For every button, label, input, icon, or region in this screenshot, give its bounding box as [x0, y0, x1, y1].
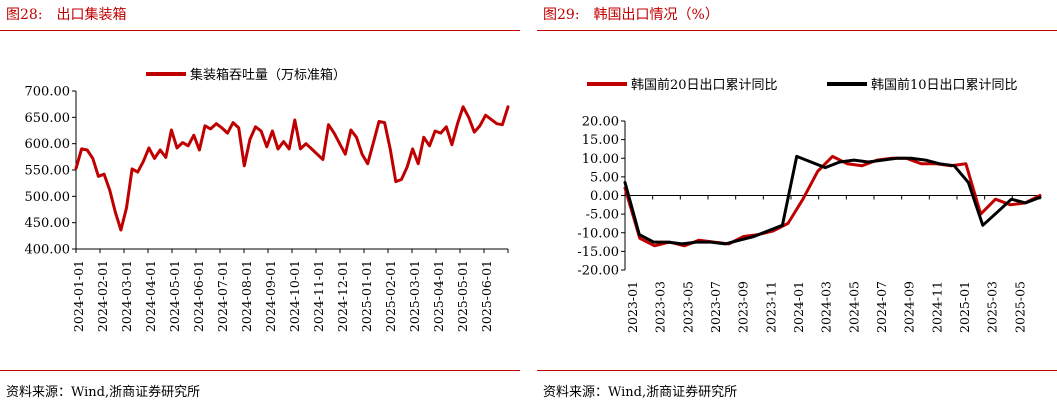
y-tick-label: 450.00	[25, 216, 71, 231]
title-divider	[537, 30, 1057, 31]
chart-plot-group: 韩国前20日出口累计同比 韩国前10日出口累计同比 20.00 15.00 10.00 5…	[577, 77, 1042, 333]
korea-export-chart: 韩国前20日出口累计同比 韩国前10日出口累计同比 20.00 15.00 10.00 5…	[577, 77, 1042, 333]
legend-label: 韩国前10日出口累计同比	[871, 77, 1018, 93]
series-line	[74, 105, 510, 232]
x-tick-label: 2023-01	[625, 281, 640, 333]
y-tick-label: 550.00	[25, 164, 71, 179]
y-tick-label: 20.00	[582, 115, 619, 130]
y-tick-label: 5.00	[590, 170, 619, 185]
figure-29-panel: 图29: 韩国出口情况（%） 韩国前20日出口累计同比 韩国前10日出口累计同比 20…	[537, 0, 1057, 403]
y-tick-label: -20.00	[577, 264, 619, 279]
x-tick-label: 2023-09	[736, 281, 751, 333]
x-tick-label: 2024-12-01	[335, 260, 350, 332]
legend-label: 韩国前20日出口累计同比	[631, 77, 778, 93]
y-tick-label: 15.00	[582, 133, 619, 148]
y-tick-label: 10.00	[582, 152, 619, 167]
y-tick-label: 700.00	[25, 85, 71, 100]
y-tick-label: 0.00	[590, 189, 619, 204]
x-tick-label: 2024-03	[819, 281, 834, 333]
x-tick-label: 2024-02-01	[95, 260, 110, 332]
y-tick-label: 600.00	[25, 137, 71, 152]
x-tick-label: 2025-03	[985, 281, 1000, 333]
y-tick-label: -10.00	[577, 226, 619, 241]
y-tick-label: 400.00	[25, 243, 71, 258]
x-tick-label: 2024-11	[929, 281, 944, 333]
x-tick-label: 2024-03-01	[119, 260, 134, 332]
legend-label: 集装箱吞吐量（万标准箱）	[190, 67, 346, 83]
figure-number: 图28:	[6, 7, 43, 23]
figure-caption: 韩国出口情况（%）	[593, 7, 719, 23]
x-tick-label: 2023-05	[680, 281, 695, 333]
x-tick-label: 2025-05	[1012, 281, 1027, 333]
x-tick-label: 2025-04-01	[431, 260, 446, 332]
y-tick-label: -15.00	[577, 245, 619, 260]
series-line	[623, 154, 1042, 246]
figure-number: 图29:	[543, 7, 580, 23]
figure-caption: 出口集装箱	[56, 7, 127, 23]
x-tick-label: 2025-05-01	[455, 260, 470, 332]
x-tick-label: 2023-03	[653, 281, 668, 333]
x-tick-label: 2024-04-01	[143, 260, 158, 332]
x-tick-label: 2025-03-01	[407, 260, 422, 332]
x-tick-label: 2025-06-01	[479, 260, 494, 332]
x-tick-label: 2024-06-01	[191, 260, 206, 332]
x-tick-label: 2024-01	[791, 281, 806, 333]
x-tick-label: 2023-07	[708, 281, 723, 333]
figure-title: 图29: 韩国出口情况（%）	[543, 4, 719, 24]
x-tick-label: 2023-11	[763, 281, 778, 333]
container-throughput-chart: 集装箱吞吐量（万标准箱） 700.00 650.00 600.00 550.00 500.…	[25, 67, 510, 332]
source-divider	[0, 370, 520, 371]
y-tick-label: 500.00	[25, 190, 71, 205]
y-tick-label: 650.00	[25, 111, 71, 126]
x-tick-label: 2024-05	[846, 281, 861, 333]
x-tick-label: 2024-01-01	[71, 260, 86, 332]
source-note: 资料来源：Wind,浙商证券研究所	[6, 385, 201, 400]
y-tick-label: -5.00	[586, 208, 619, 223]
series-line	[623, 154, 1042, 248]
source-divider	[537, 370, 1057, 371]
title-divider	[0, 30, 520, 31]
x-tick-label: 2024-05-01	[167, 260, 182, 332]
x-tick-label: 2024-11-01	[311, 260, 326, 332]
x-tick-label: 2024-10-01	[287, 260, 302, 332]
figure-title: 图28: 出口集装箱	[6, 4, 127, 24]
x-tick-label: 2024-07	[874, 281, 889, 333]
x-tick-label: 2025-01-01	[359, 260, 374, 332]
x-tick-label: 2025-01	[957, 281, 972, 333]
x-tick-label: 2024-09	[902, 281, 917, 333]
x-tick-label: 2024-07-01	[215, 260, 230, 332]
x-tick-label: 2024-08-01	[239, 260, 254, 332]
source-note: 资料来源：Wind,浙商证券研究所	[543, 385, 738, 400]
x-tick-label: 2025-02-01	[383, 260, 398, 332]
figure-28-panel: 图28: 出口集装箱 集装箱吞吐量（万标准箱） 700.00 650.00 600.00…	[0, 0, 520, 403]
x-tick-label: 2024-09-01	[263, 260, 278, 332]
